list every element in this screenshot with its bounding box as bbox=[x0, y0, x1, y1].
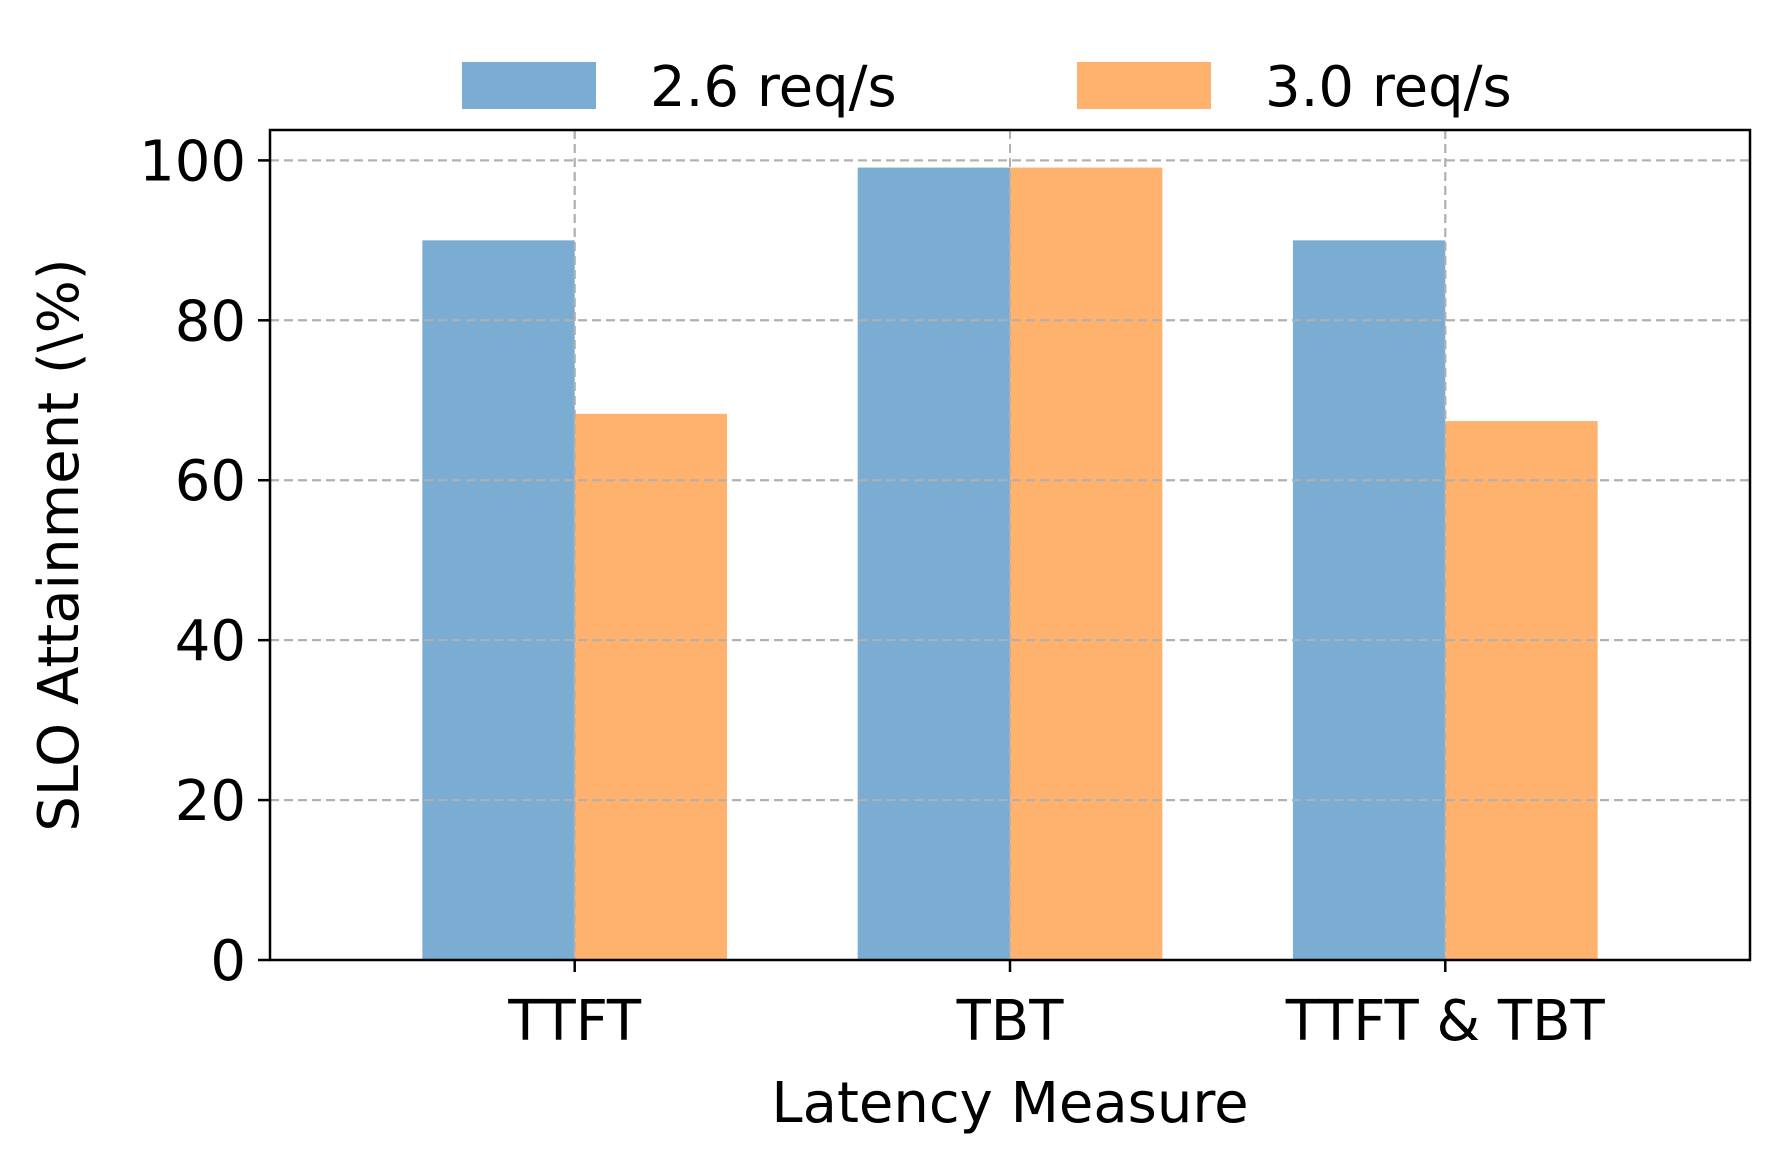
y-tick-label: 20 bbox=[175, 769, 246, 834]
y-tick-label: 80 bbox=[175, 289, 246, 354]
y-axis-label: SLO Attainment (\%) bbox=[27, 258, 92, 831]
legend-swatch bbox=[1077, 62, 1211, 109]
bar-series-2 bbox=[1010, 167, 1163, 960]
bar-series-1 bbox=[422, 240, 575, 961]
x-tick-label: TBT bbox=[956, 989, 1065, 1054]
legend-label: 3.0 req/s bbox=[1265, 55, 1512, 120]
bar-series-1 bbox=[1292, 240, 1446, 961]
legend-label: 2.6 req/s bbox=[650, 55, 897, 120]
legend-swatch bbox=[462, 62, 596, 109]
x-tick-label: TTFT bbox=[507, 989, 642, 1054]
axis-ticks: 0 20 40 60 80 100 TTFT TBT TTFT & TBT bbox=[139, 129, 1605, 1054]
bar-series-2 bbox=[574, 413, 728, 961]
y-tick-label: 40 bbox=[175, 609, 246, 674]
y-tick-label: 100 bbox=[139, 129, 246, 194]
y-tick-label: 0 bbox=[210, 929, 246, 994]
legend: 2.6 req/s 3.0 req/s bbox=[462, 55, 1512, 120]
bar-series-1 bbox=[857, 167, 1010, 960]
x-tick-label: TTFT & TBT bbox=[1285, 989, 1606, 1054]
y-tick-label: 60 bbox=[175, 449, 246, 514]
x-axis-label: Latency Measure bbox=[771, 1071, 1248, 1136]
bar-series-2 bbox=[1445, 421, 1598, 961]
bars bbox=[422, 167, 1598, 961]
